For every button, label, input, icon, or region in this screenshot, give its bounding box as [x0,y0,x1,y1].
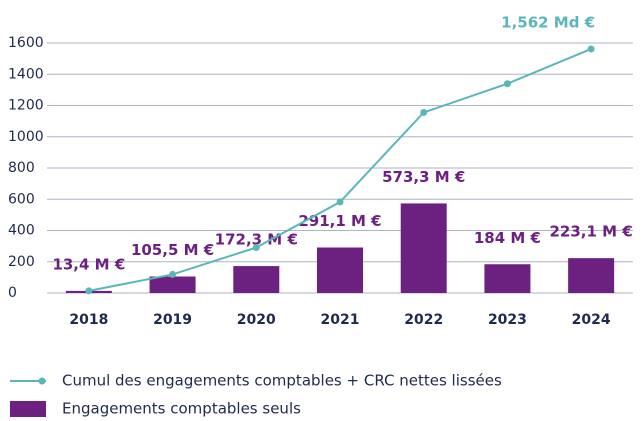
legend-label: Cumul des engagements comptables + CRC n… [62,372,502,390]
y-tick-label: 400 [8,223,35,239]
y-tick-label: 800 [8,160,35,176]
legend-label: Engagements comptables seuls [62,400,301,418]
line-point [336,198,344,206]
line-point [503,80,511,88]
bar [484,264,531,293]
legend-swatch [10,401,46,417]
x-tick-label: 2024 [572,312,611,328]
bar-value-label: 291,1 M € [298,212,381,230]
y-tick-label: 200 [8,254,35,270]
bar [568,258,615,293]
bar [400,203,447,293]
bar [317,247,363,293]
x-tick-label: 2022 [404,312,443,328]
x-tick-label: 2019 [153,312,192,328]
line-value-label: 1,562 Md € [501,13,595,31]
y-tick-label: 1200 [8,98,44,114]
bar-value-label: 184 M € [474,229,541,247]
line-point [169,270,177,278]
y-tick-label: 1000 [8,129,44,145]
bar-value-label: 105,5 M € [131,241,214,259]
x-tick-label: 2020 [237,312,276,328]
line-point [420,108,428,116]
line-point [252,244,260,251]
bar [233,266,280,293]
x-tick-label: 2023 [488,312,527,328]
line-point [587,45,595,53]
y-tick-label: 1600 [8,35,44,51]
y-tick-label: 1400 [8,66,44,82]
line-point [85,287,93,295]
bar-value-label: 223,1 M € [550,223,633,241]
x-tick-label: 2018 [69,312,108,328]
y-tick-label: 600 [8,191,35,207]
x-tick-label: 2021 [321,312,360,328]
y-tick-label: 0 [8,285,17,301]
legend-point [38,377,46,385]
bar-value-label: 573,3 M € [382,168,465,186]
bar [149,276,196,293]
bar-value-label: 13,4 M € [52,255,125,273]
